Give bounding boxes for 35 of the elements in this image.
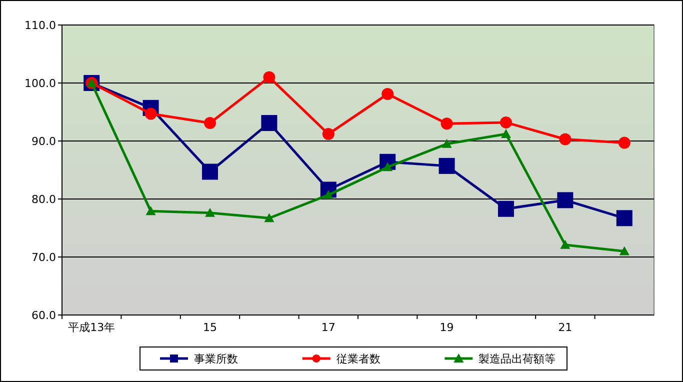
point (557, 192, 574, 208)
legend-label: 事業所数 (194, 352, 238, 366)
point (205, 208, 215, 217)
y-tick-label: 90.0 (32, 134, 56, 148)
point (440, 118, 453, 130)
point (498, 200, 514, 217)
point (204, 117, 216, 130)
point (618, 136, 630, 149)
legend-label: 製造品出荷額等 (478, 352, 556, 366)
y-tick-label: 100.0 (24, 76, 56, 90)
point (619, 246, 630, 256)
point (146, 206, 156, 216)
point (616, 210, 632, 226)
y-tick-label: 110.0 (24, 18, 56, 32)
legend-label: 従業者数 (336, 352, 380, 366)
point (560, 240, 570, 249)
point (322, 128, 334, 140)
point (264, 213, 274, 222)
x-tick-label: 15 (203, 321, 217, 334)
x-tick-label: 19 (440, 321, 454, 334)
point (501, 129, 511, 138)
point (382, 88, 394, 100)
point (263, 71, 276, 84)
y-tick-label: 80.0 (32, 192, 56, 206)
x-tick-label: 21 (558, 321, 572, 334)
x-tick-label: 平成13年 (68, 321, 116, 334)
y-tick-label: 60.0 (32, 308, 56, 322)
point (202, 164, 218, 180)
point (442, 138, 452, 148)
point (261, 115, 278, 132)
x-tick-label: 17 (321, 321, 336, 334)
point (500, 116, 512, 128)
point (438, 158, 455, 174)
y-tick-label: 70.0 (32, 250, 56, 264)
point (559, 133, 572, 146)
